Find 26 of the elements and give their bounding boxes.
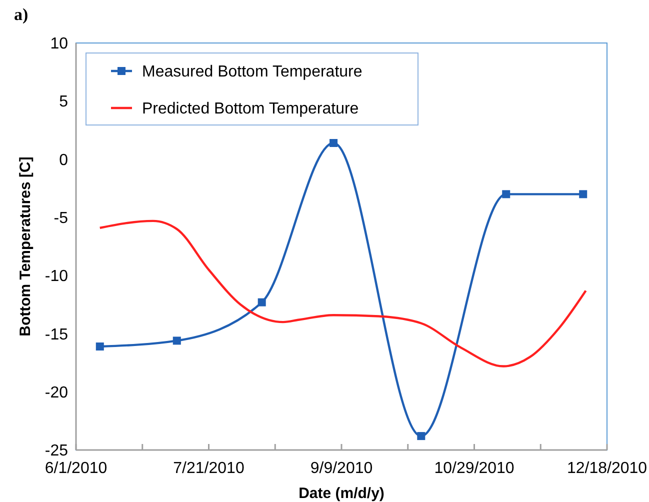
x-tick-label: 10/29/2010 <box>434 460 514 477</box>
line-series <box>98 220 587 368</box>
x-tick-label: 7/21/2010 <box>173 460 244 477</box>
x-tick-label: 6/1/2010 <box>44 460 108 477</box>
y-tick-label: -10 <box>44 268 68 286</box>
y-tick-label: 5 <box>59 94 68 111</box>
point <box>96 342 104 351</box>
point <box>258 298 266 306</box>
y-tick-label: -15 <box>44 326 68 344</box>
x-axis-title: Date (m/d/y) <box>298 485 384 502</box>
legend-label: Measured Bottom Temperature <box>142 64 362 81</box>
x-tick-label: 12/18/2010 <box>566 460 648 477</box>
point <box>502 190 510 198</box>
point <box>330 139 338 148</box>
y-axis-title: Bottom Temperatures [C] <box>17 156 34 336</box>
y-tick-label: -25 <box>44 442 68 460</box>
point <box>172 336 181 345</box>
y-tick-label: 0 <box>59 152 68 169</box>
legend-label: Predicted Bottom Temperature <box>142 100 359 118</box>
y-tick-label: 10 <box>50 36 68 53</box>
x-tick-label: 9/9/2010 <box>310 460 373 477</box>
point <box>417 432 426 440</box>
y-tick-label: -5 <box>54 210 68 228</box>
chart-title: a) <box>14 5 28 24</box>
y-tick-label: -20 <box>44 384 68 402</box>
point <box>579 190 588 198</box>
